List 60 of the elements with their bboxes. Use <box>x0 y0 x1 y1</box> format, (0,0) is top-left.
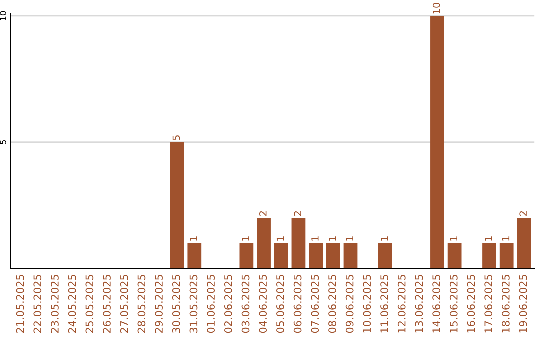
x-tick-label: 28.05.2025 <box>138 275 146 334</box>
x-tick-label: 26.05.2025 <box>103 275 111 334</box>
bar <box>170 142 184 269</box>
data-label: 5 <box>172 136 180 140</box>
bar <box>517 218 532 269</box>
data-label: 1 <box>242 236 250 241</box>
data-label: 2 <box>520 212 527 216</box>
data-label: 1 <box>190 236 198 241</box>
x-tick-label: 03.06.2025 <box>242 275 250 334</box>
data-label: 1 <box>346 236 354 241</box>
x-tick-label: 08.06.2025 <box>328 275 336 334</box>
bar <box>240 243 254 269</box>
data-label: 1 <box>381 236 388 241</box>
x-tick-label: 12.06.2025 <box>398 275 406 333</box>
x-tick-label: 01.06.2025 <box>207 275 216 334</box>
x-tick-label: 07.06.2025 <box>311 275 320 334</box>
data-label: 1 <box>276 236 284 241</box>
x-tick-label: 16.06.2025 <box>467 275 476 333</box>
x-tick-label: 17.06.2025 <box>484 275 493 333</box>
x-tick-label: 02.06.2025 <box>224 275 232 334</box>
bar <box>482 243 496 269</box>
data-label: 2 <box>259 212 267 216</box>
data-label: 1 <box>450 236 458 241</box>
x-tick-label: 23.05.2025 <box>51 275 59 334</box>
data-label: 1 <box>502 236 510 241</box>
bar <box>448 243 462 269</box>
bar <box>292 218 306 269</box>
x-tick-label: 27.05.2025 <box>120 275 128 334</box>
data-label: 1 <box>485 236 492 241</box>
x-tick-label: 11.06.2025 <box>380 275 388 333</box>
x-tick-label: 18.06.2025 <box>502 275 510 333</box>
x-tick-label: 09.06.2025 <box>346 275 354 334</box>
x-tick-label: 22.05.2025 <box>34 275 42 334</box>
x-tick-label: 31.05.2025 <box>190 275 198 334</box>
data-label: 1 <box>312 236 319 241</box>
bar <box>257 218 271 269</box>
x-tick-label: 13.06.2025 <box>415 275 424 333</box>
bar <box>326 243 340 269</box>
data-label: 2 <box>294 212 302 216</box>
bar <box>500 243 514 269</box>
x-tick-label: 25.05.2025 <box>86 275 94 334</box>
bar <box>430 16 444 269</box>
bar <box>309 243 323 269</box>
x-tick-label: 06.06.2025 <box>294 275 302 334</box>
bar <box>378 243 392 269</box>
data-label: 1 <box>329 236 336 241</box>
x-tick-label: 14.06.2025 <box>432 275 440 333</box>
x-tick-label: 29.05.2025 <box>155 275 163 334</box>
x-tick-label: 15.06.2025 <box>450 275 458 333</box>
x-tick-label: 24.05.2025 <box>68 275 76 334</box>
x-tick-label: 30.05.2025 <box>172 275 180 334</box>
x-tick-label: 19.06.2025 <box>519 275 528 333</box>
bar <box>344 243 358 269</box>
data-label: 10 <box>432 3 440 14</box>
x-tick-label: 05.06.2025 <box>276 275 284 334</box>
x-tick-label: 10.06.2025 <box>363 275 372 333</box>
x-tick-label: 04.06.2025 <box>259 275 268 334</box>
bar <box>188 243 202 269</box>
x-tick-label: 21.05.2025 <box>16 275 24 334</box>
bar <box>274 243 288 269</box>
